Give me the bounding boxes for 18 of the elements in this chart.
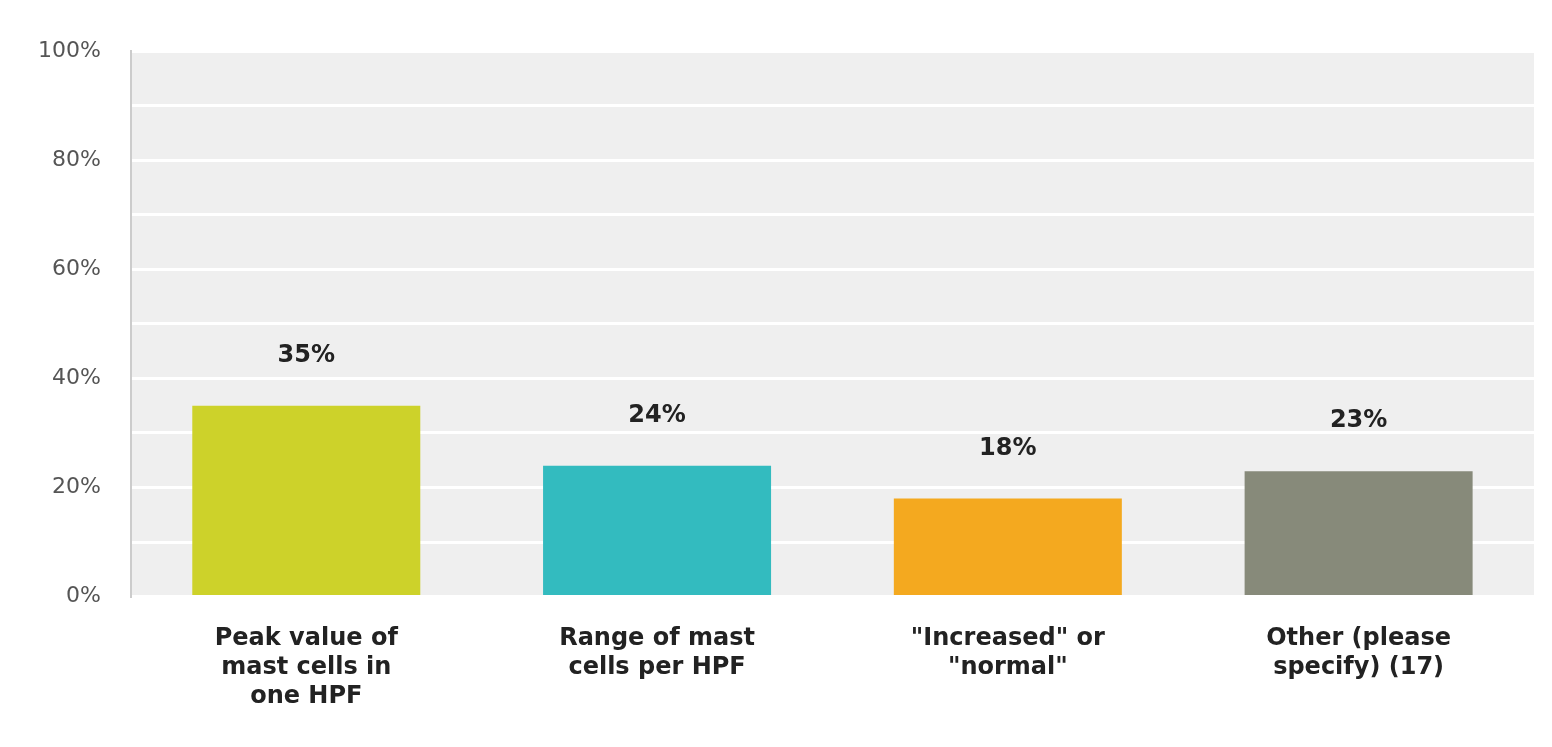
y-tick-label: 40% <box>51 364 101 390</box>
y-tick-label: 20% <box>51 473 101 499</box>
y-tick-label: 100% <box>37 36 101 62</box>
x-tick-label: "Increased" or "normal" <box>910 623 1105 681</box>
bar <box>893 498 1122 596</box>
bar <box>192 405 421 596</box>
y-tick-label: 80% <box>51 146 101 171</box>
x-tick-label: Range of mast cells per HPF <box>559 623 755 681</box>
bar <box>1244 471 1473 596</box>
data-label: 24% <box>628 399 686 428</box>
data-label: 23% <box>1329 405 1388 434</box>
data-label: 18% <box>979 432 1037 461</box>
x-tick-label: Peak value of mast cells in one HPF <box>214 623 399 709</box>
y-tick-label: 60% <box>51 255 101 281</box>
x-tick-label: Other (please specify) (17) <box>1266 623 1452 681</box>
data-label: 35% <box>277 339 336 368</box>
bar <box>543 465 772 596</box>
y-tick-label: 0% <box>65 582 101 608</box>
